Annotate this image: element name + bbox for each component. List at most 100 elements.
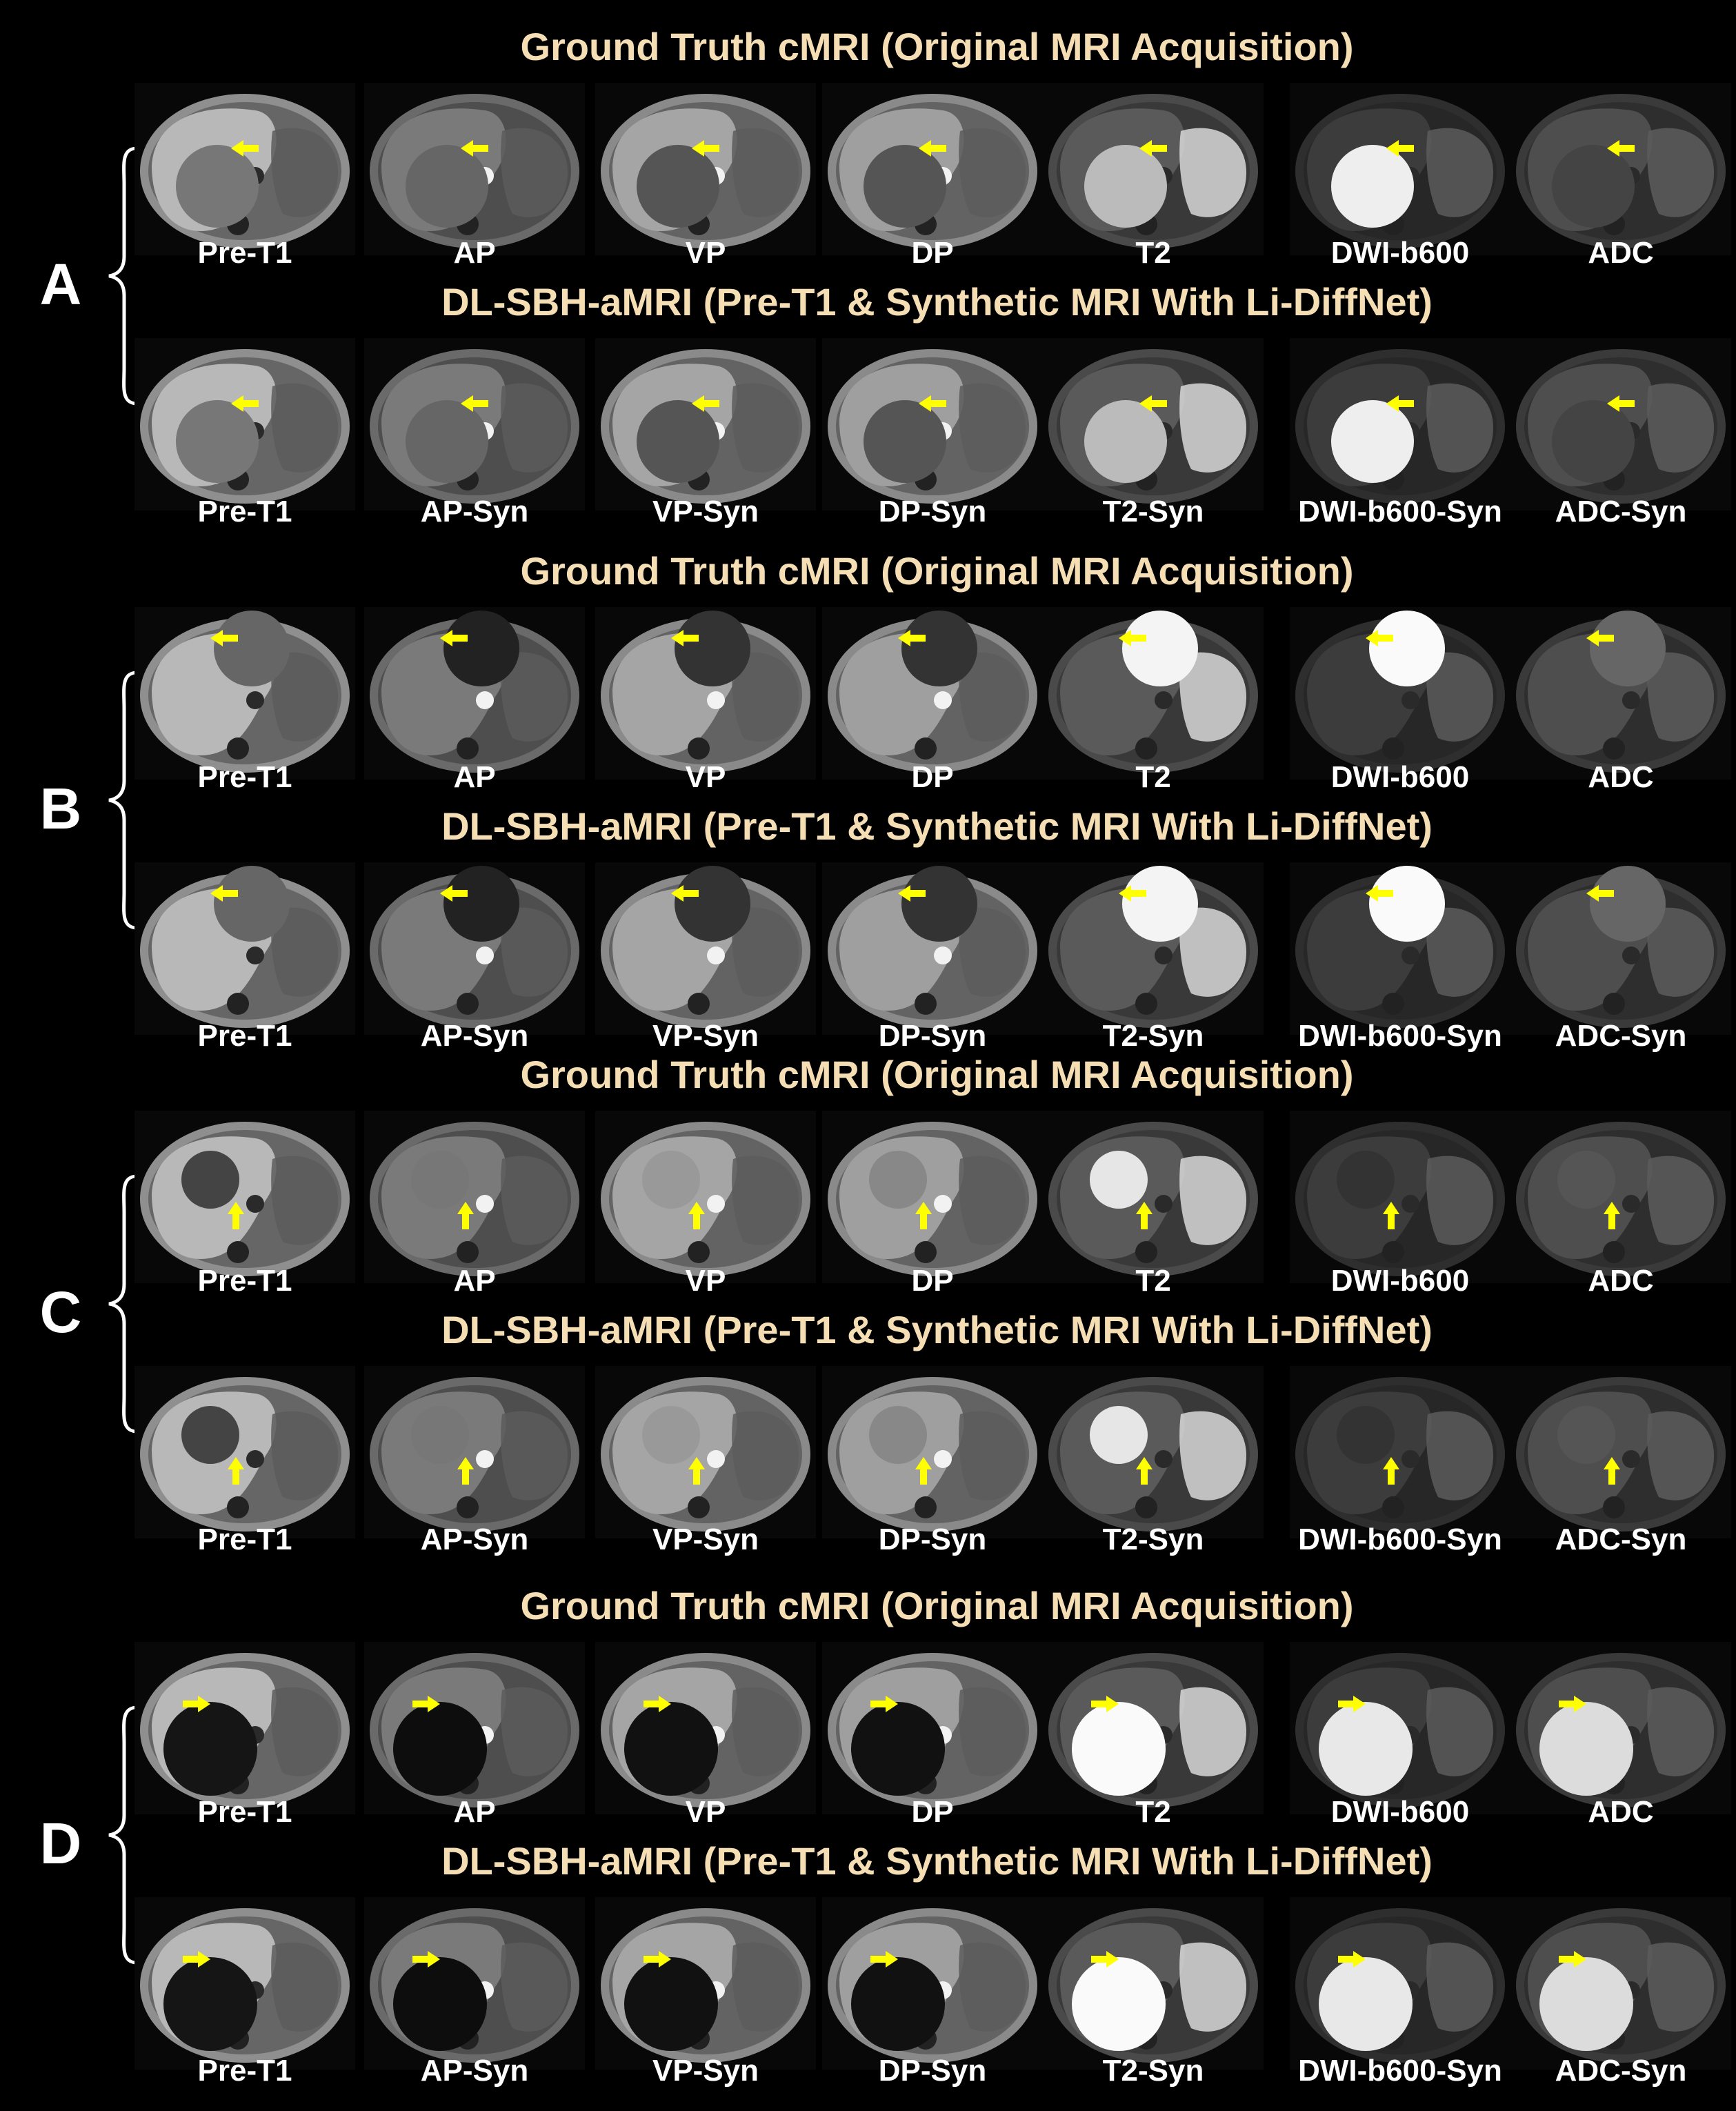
mri-slice-image	[134, 1111, 355, 1283]
vertebra	[915, 737, 937, 760]
mri-slice-image	[1290, 862, 1510, 1035]
lesion-arrow-icon	[1607, 140, 1635, 157]
lesion-arrow-icon	[210, 630, 238, 646]
aorta	[934, 947, 952, 964]
stomach-spleen-region	[1426, 1156, 1493, 1245]
stomach-spleen-region	[1426, 128, 1493, 217]
lesion	[1557, 1406, 1615, 1464]
mri-slice-image	[1510, 607, 1731, 780]
vertebra	[227, 1496, 249, 1518]
lesion-arrow-icon	[915, 1457, 932, 1485]
sequence-label: DWI-b600	[1330, 760, 1470, 794]
lesion-arrow-icon	[1119, 630, 1146, 646]
lesion	[851, 1702, 945, 1796]
lesion-arrow-icon	[231, 140, 259, 157]
sequence-label: T2-Syn	[1102, 2054, 1204, 2088]
sequence-label: AP-Syn	[420, 1523, 529, 1556]
mri-slice-image	[1290, 1642, 1510, 1814]
sequence-label: T2-Syn	[1102, 495, 1204, 528]
mri-slice-image	[1510, 1366, 1731, 1538]
sequence-label: DWI-b600	[1330, 1264, 1470, 1298]
stomach-spleen-region	[732, 128, 799, 217]
vertebra	[227, 737, 249, 760]
synthetic-heading: DL-SBH-aMRI (Pre-T1 & Synthetic MRI With…	[441, 1308, 1433, 1351]
stomach-spleen-region	[1179, 383, 1246, 473]
stomach-spleen-region	[501, 652, 568, 742]
vertebra	[1382, 737, 1404, 760]
vertebra	[1382, 1241, 1404, 1263]
sequence-label: DP	[911, 1264, 954, 1298]
sequence-label: T2-Syn	[1102, 1019, 1204, 1053]
vertebra	[227, 993, 249, 1015]
lesion-arrow-icon	[671, 630, 699, 646]
lesion-arrow-icon	[643, 1951, 671, 1968]
mri-slice-image	[134, 338, 355, 511]
lesion	[1337, 1151, 1395, 1209]
lesion-arrow-icon	[1119, 885, 1146, 902]
stomach-spleen-region	[271, 1411, 338, 1500]
sequence-label: Pre-T1	[197, 1019, 292, 1053]
lesion-arrow-icon	[1386, 395, 1414, 412]
lesion	[411, 1406, 469, 1464]
sequence-label: DP	[911, 1795, 954, 1829]
lesion-arrow-icon	[1386, 140, 1414, 157]
stomach-spleen-region	[501, 1942, 568, 2032]
aorta	[476, 947, 494, 964]
lesion	[176, 400, 259, 483]
lesion-arrow-icon	[231, 395, 259, 412]
stomach-spleen-region	[501, 1687, 568, 1776]
lesion	[851, 1957, 945, 2051]
stomach-spleen-region	[1647, 1156, 1714, 1245]
lesion-arrow-icon	[643, 1696, 671, 1712]
lesion	[624, 1702, 718, 1796]
vertebra	[688, 1496, 710, 1518]
vertebra	[688, 1241, 710, 1263]
vertebra	[1603, 1496, 1625, 1518]
stomach-spleen-region	[732, 1411, 799, 1500]
sequence-label: Pre-T1	[197, 760, 292, 794]
mri-slice-image	[822, 1111, 1043, 1283]
stomach-spleen-region	[271, 1156, 338, 1245]
stomach-spleen-region	[1179, 1411, 1246, 1500]
lesion	[1331, 145, 1414, 228]
mri-slice-image	[1290, 83, 1510, 255]
stomach-spleen-region	[271, 1687, 338, 1776]
mri-slice-image	[595, 1897, 816, 2070]
lesion	[1552, 145, 1635, 228]
vertebra	[457, 993, 479, 1015]
stomach-spleen-region	[501, 907, 568, 997]
panel-letter: D	[39, 1811, 82, 1876]
sequence-label: AP	[453, 1264, 496, 1298]
mri-slice-image	[595, 1366, 816, 1538]
lesion-arrow-icon	[1604, 1457, 1620, 1485]
sequence-label: DP-Syn	[878, 2054, 987, 2088]
stomach-spleen-region	[1426, 652, 1493, 742]
vertebra	[1135, 1241, 1157, 1263]
mri-slice-image	[1043, 1111, 1264, 1283]
aorta	[707, 947, 725, 964]
mri-slice-image	[1510, 83, 1731, 255]
stomach-spleen-region	[732, 1942, 799, 2032]
lesion	[1319, 1702, 1413, 1796]
mri-slice-image	[595, 1642, 816, 1814]
lesion-arrow-icon	[1559, 1951, 1586, 1968]
mri-slice-image	[364, 1897, 585, 2070]
lesion-arrow-icon	[870, 1951, 898, 1968]
aorta	[1622, 691, 1640, 709]
stomach-spleen-region	[959, 1942, 1026, 2032]
lesion	[637, 145, 719, 228]
mri-slice-image	[1510, 862, 1731, 1035]
brace-stroke	[108, 1174, 139, 1434]
lesion	[1084, 400, 1167, 483]
sequence-label: VP-Syn	[652, 1019, 759, 1053]
vertebra	[915, 1496, 937, 1518]
aorta	[707, 691, 725, 709]
mri-slice-image	[1043, 1366, 1264, 1538]
mri-slice-image	[1043, 338, 1264, 511]
mri-slice-image	[822, 862, 1043, 1035]
stomach-spleen-region	[1179, 652, 1246, 742]
mri-slice-image	[364, 1366, 585, 1538]
sequence-label: DP	[911, 760, 954, 794]
mri-slice-image	[1043, 1897, 1264, 2070]
lesion	[393, 1702, 487, 1796]
